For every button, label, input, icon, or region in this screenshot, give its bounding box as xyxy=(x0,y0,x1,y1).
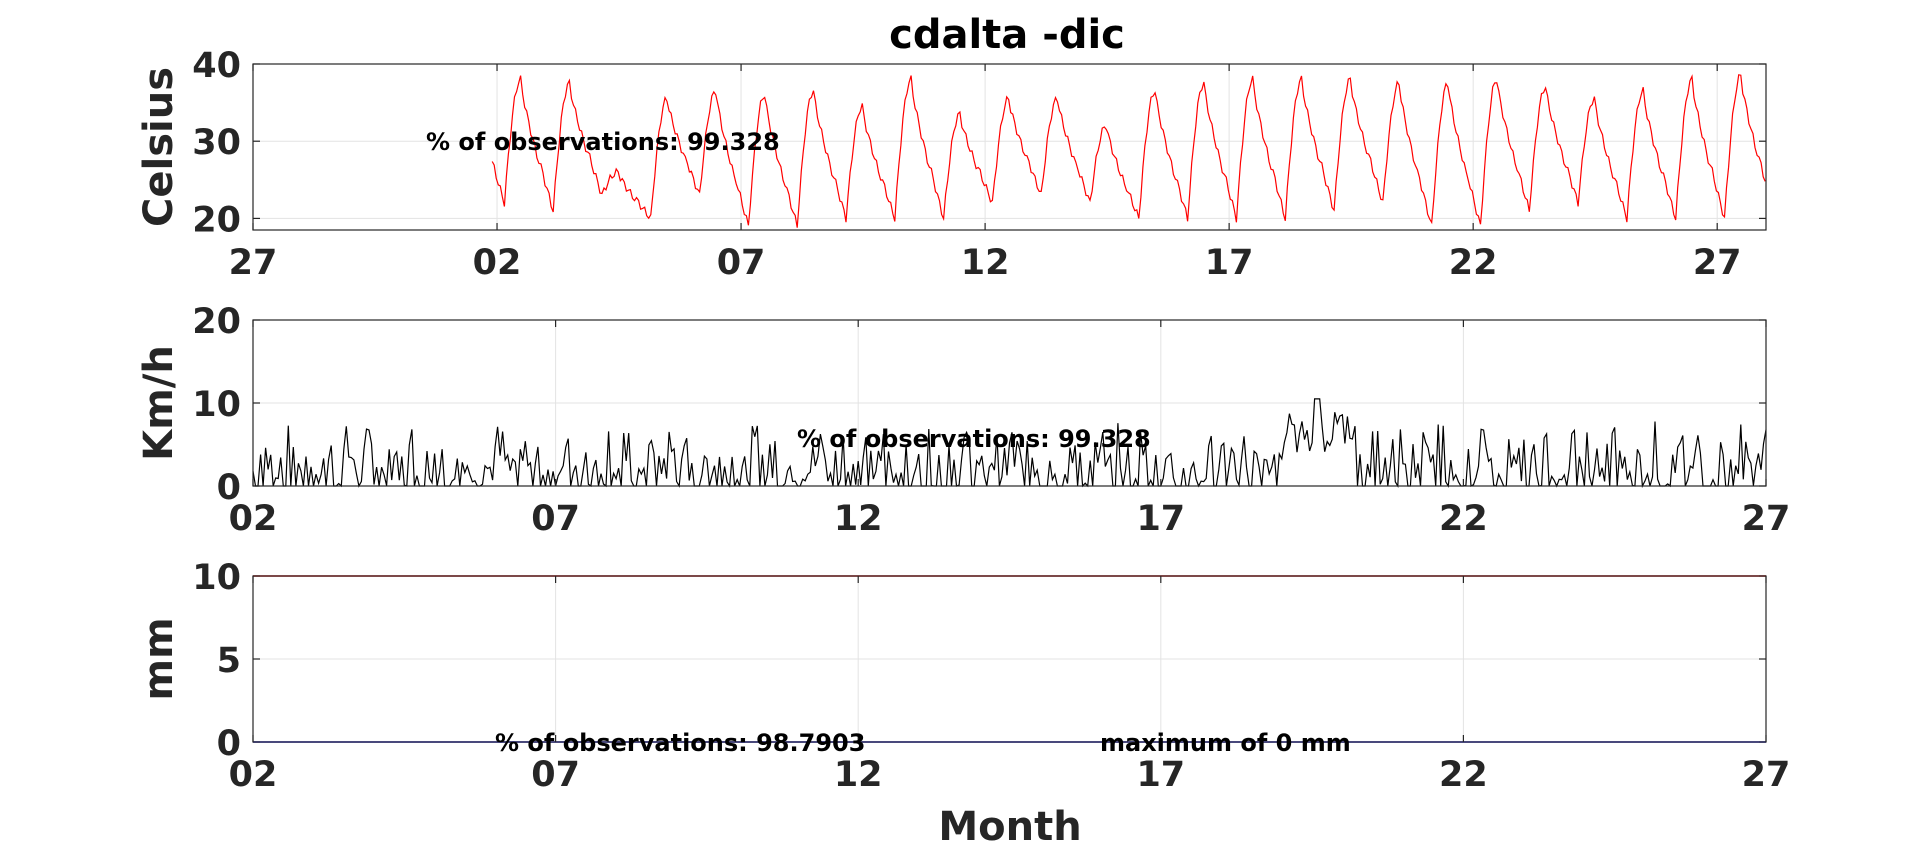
wind-xtick-label: 12 xyxy=(834,499,883,539)
precip-xtick-label: 07 xyxy=(531,755,580,795)
precip-xtick-label: 02 xyxy=(229,755,278,795)
temperature-xtick-label: 22 xyxy=(1449,243,1498,283)
wind-ytick-label: 20 xyxy=(192,302,241,342)
temperature-ytick-label: 30 xyxy=(192,123,241,163)
precip-ytick-label: 0 xyxy=(217,724,241,764)
wind-xtick-label: 07 xyxy=(531,499,580,539)
x-axis-label: Month xyxy=(938,804,1081,841)
temperature-line xyxy=(491,74,1766,228)
temperature-xtick-label: 27 xyxy=(229,243,278,283)
precip-ytick-label: 10 xyxy=(192,558,241,598)
precip-annotation-observations: % of observations: 98.7903 xyxy=(495,729,865,757)
temperature-ylabel: Celsius xyxy=(136,67,182,227)
temperature-xtick-label: 17 xyxy=(1205,243,1254,283)
wind-grid xyxy=(253,320,1766,486)
precip-xtick-label: 12 xyxy=(834,755,883,795)
wind-ytick-label: 0 xyxy=(217,468,241,508)
wind-ticks: 02 07 12 17 22 27 0 10 20 xyxy=(192,302,1790,539)
precip-panel: 02 07 12 17 22 27 0 5 10 mm % of observations: 9… xyxy=(136,558,1790,795)
precip-grid xyxy=(253,576,1766,742)
precip-xtick-label: 27 xyxy=(1742,755,1791,795)
precip-ylabel: mm xyxy=(136,617,182,700)
precip-xtick-label: 22 xyxy=(1439,755,1488,795)
precip-xtick-label: 17 xyxy=(1136,755,1185,795)
wind-xtick-label: 02 xyxy=(229,499,278,539)
temperature-ytick-label: 40 xyxy=(192,46,241,86)
temperature-xtick-label: 07 xyxy=(717,243,766,283)
temperature-annotation: % of observations: 99.328 xyxy=(426,128,780,156)
wind-xtick-label: 27 xyxy=(1742,499,1791,539)
temperature-xtick-label: 02 xyxy=(473,243,522,283)
wind-ylabel: Km/h xyxy=(136,345,182,461)
precip-annotation-maximum: maximum of 0 mm xyxy=(1100,729,1351,757)
figure-title: cdalta -dic xyxy=(889,12,1125,58)
wind-annotation: % of observations: 99.328 xyxy=(797,425,1151,453)
temperature-ytick-label: 20 xyxy=(192,200,241,240)
temperature-xtick-label: 27 xyxy=(1693,243,1742,283)
wind-xtick-label: 17 xyxy=(1136,499,1185,539)
wind-line xyxy=(252,398,1767,489)
wind-xtick-label: 22 xyxy=(1439,499,1488,539)
temperature-axes-frame xyxy=(252,63,1767,231)
wind-ytick-label: 10 xyxy=(192,385,241,425)
temperature-xtick-label: 12 xyxy=(961,243,1010,283)
precip-ytick-label: 5 xyxy=(217,641,241,681)
precip-ticks: 02 07 12 17 22 27 0 5 10 xyxy=(192,558,1790,795)
wind-panel: 02 07 12 17 22 27 0 10 20 Km/h % of observations… xyxy=(136,302,1790,539)
temperature-grid xyxy=(253,64,1766,230)
